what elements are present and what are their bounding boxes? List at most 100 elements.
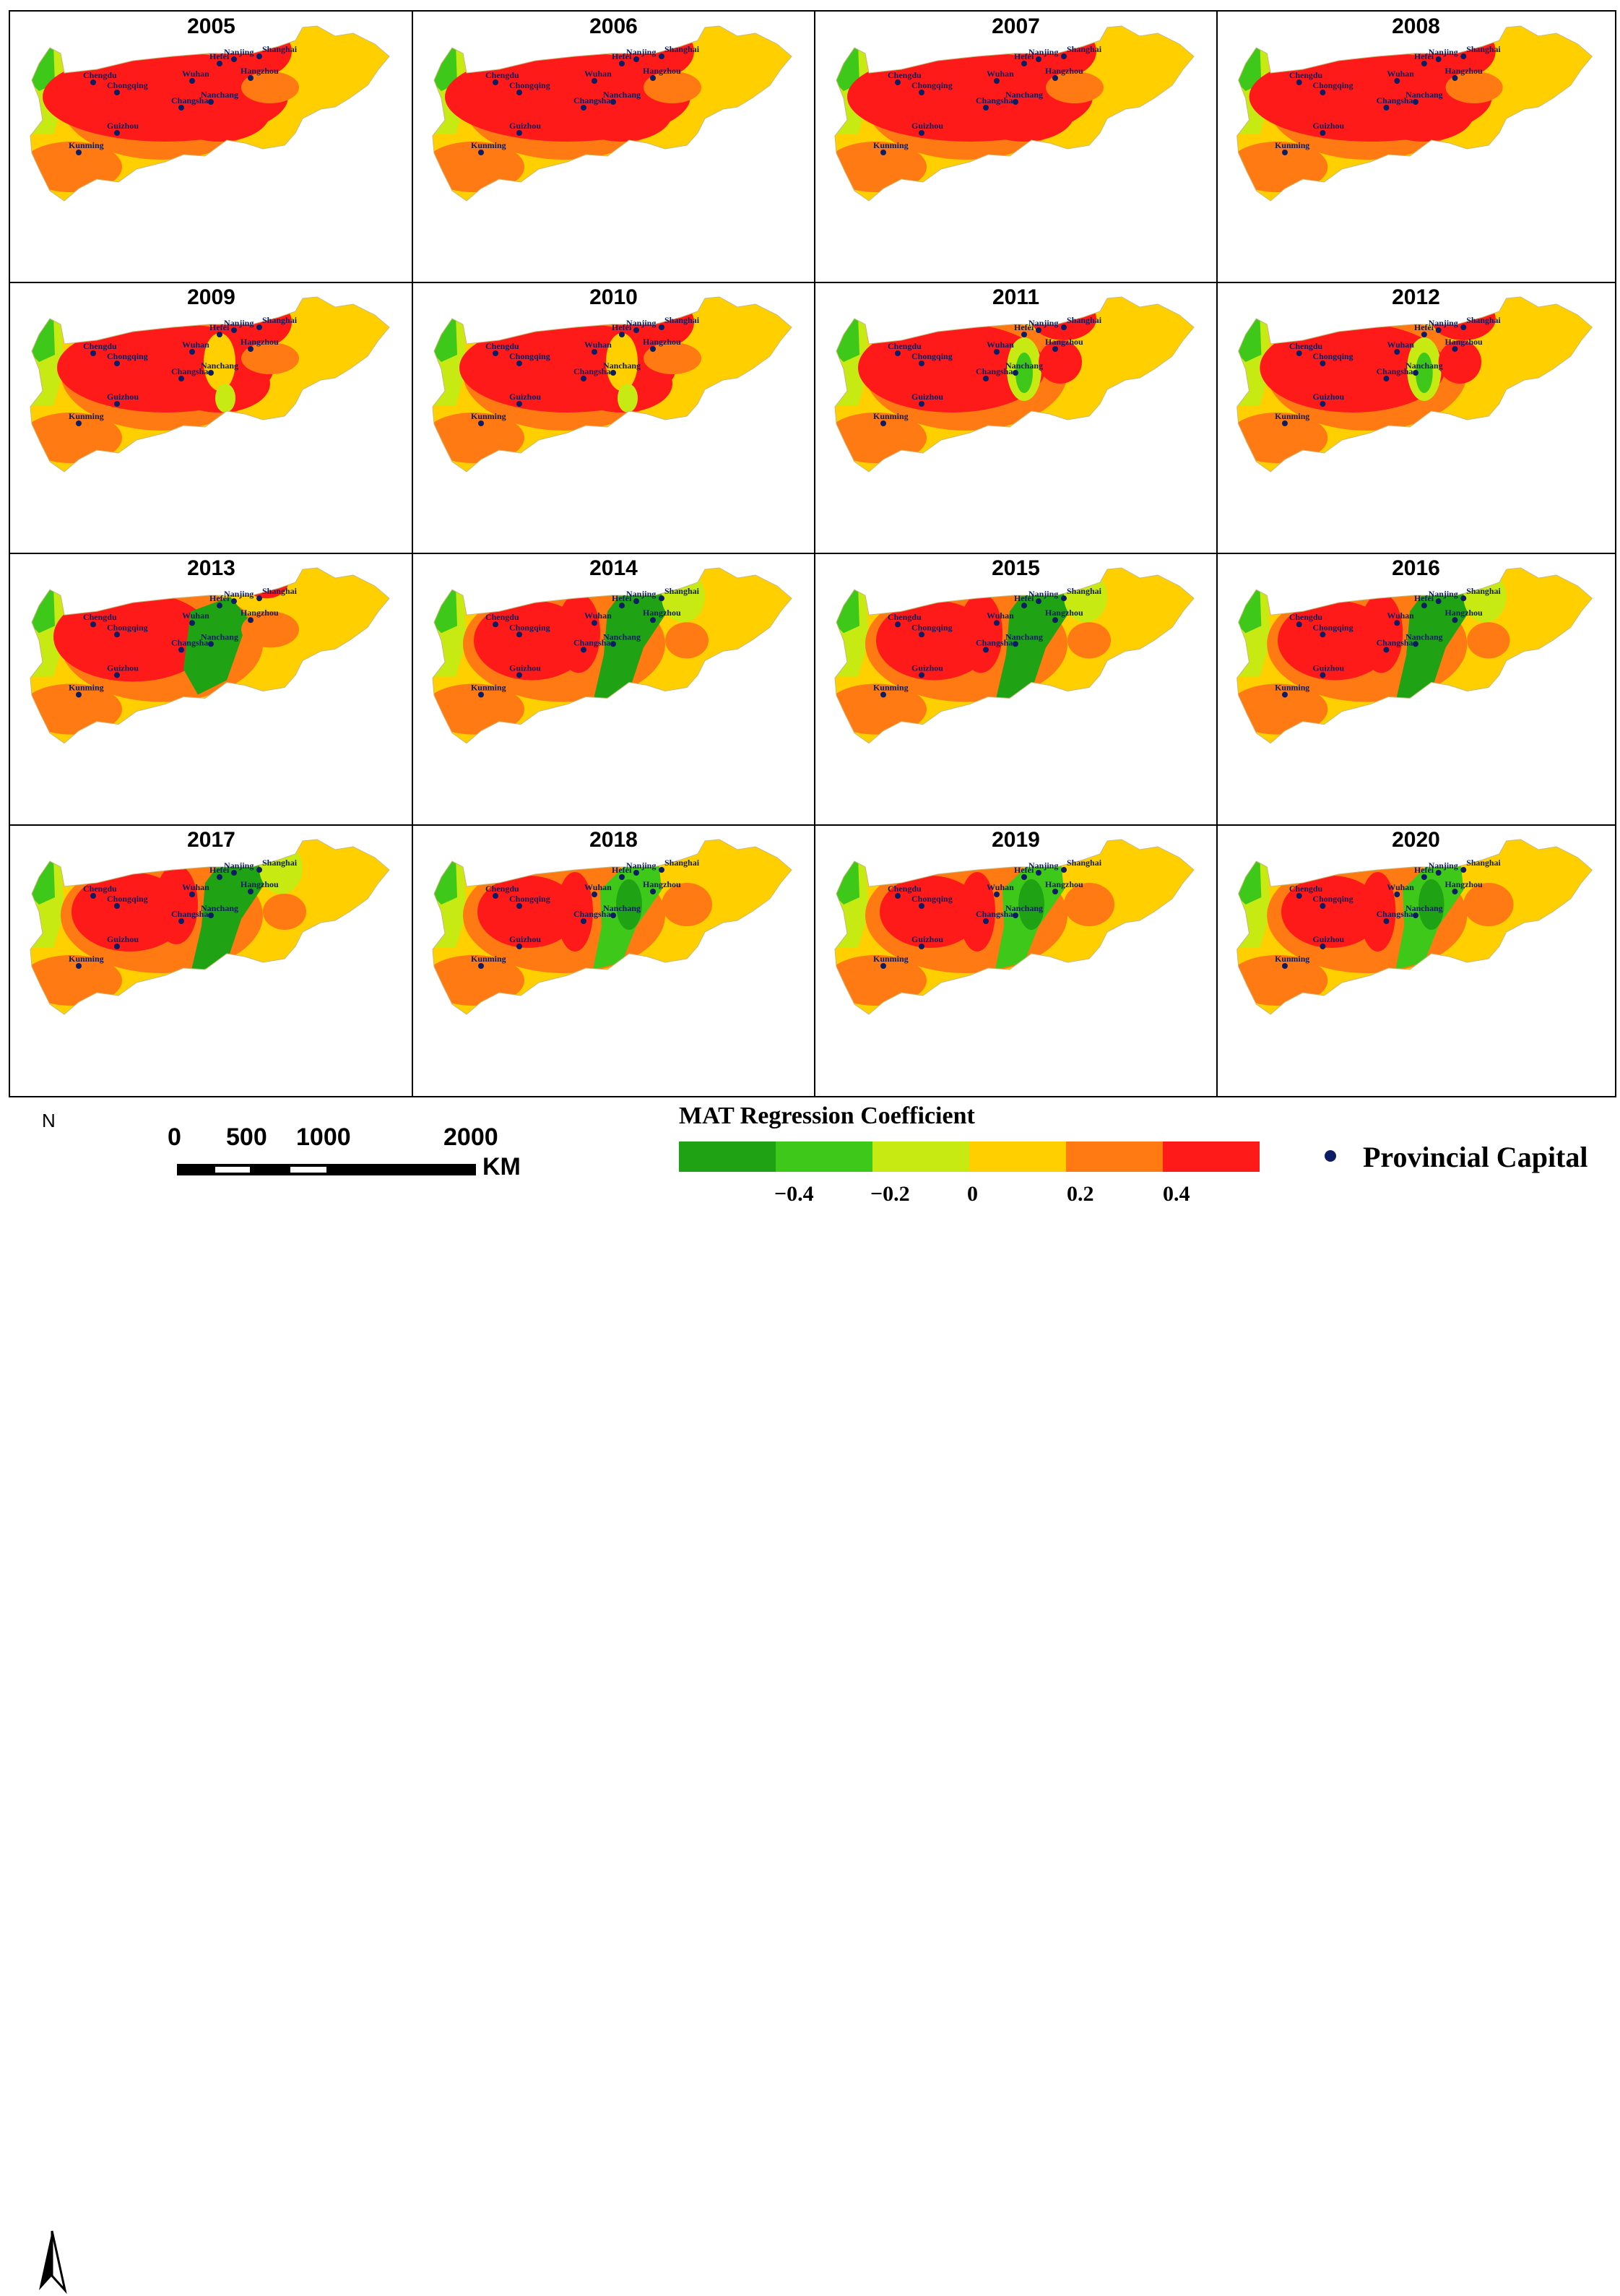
city-label-chongqing: Chongqing	[911, 80, 953, 90]
city-label-guizhou: Guizhou	[107, 392, 139, 402]
capital-marker-chongqing	[919, 903, 924, 909]
map-panel-2011: Chengdu Chongqing Guizhou Kunming Wuhan Chang…	[815, 282, 1217, 553]
capital-marker-wuhan	[189, 78, 195, 84]
map-panel-2017: Chengdu Chongqing Guizhou Kunming Wuhan Chang…	[10, 825, 412, 1096]
city-label-hefei: Hefei	[209, 865, 230, 875]
capital-marker-chengdu	[493, 350, 498, 356]
capital-marker-guizhou	[919, 130, 924, 136]
capital-marker-hangzhou	[1452, 617, 1458, 623]
city-label-hangzhou: Hangzhou	[1445, 608, 1483, 618]
city-label-hangzhou: Hangzhou	[241, 66, 279, 76]
city-label-changsha: Changsha	[171, 95, 208, 105]
capital-marker-nanjing	[1036, 870, 1041, 876]
capital-marker-chongqing	[114, 903, 120, 909]
capital-marker-nanjing	[231, 56, 237, 62]
capital-marker-nanchang	[1013, 370, 1018, 376]
capital-marker-kunming	[880, 691, 886, 698]
city-label-chongqing: Chongqing	[107, 622, 148, 632]
legend-tick-0: 0	[967, 1182, 978, 1206]
city-label-wuhan: Wuhan	[987, 340, 1014, 350]
map-panel-2015: Chengdu Chongqing Guizhou Kunming Wuhan Chang…	[815, 553, 1217, 825]
map-panel-2016: Chengdu Chongqing Guizhou Kunming Wuhan Chang…	[1217, 553, 1615, 825]
city-label-nanjing: Nanjing	[1429, 589, 1458, 599]
city-label-shanghai: Shanghai	[1067, 586, 1102, 596]
capital-marker-nanjing	[1435, 56, 1442, 62]
city-label-chongqing: Chongqing	[509, 80, 550, 90]
city-label-wuhan: Wuhan	[1387, 610, 1414, 621]
north-arrow-label: N	[42, 1110, 56, 1131]
capital-marker-hefei	[619, 332, 625, 337]
capital-marker-guizhou	[114, 401, 120, 407]
capital-marker-guizhou	[1320, 401, 1326, 407]
city-label-hefei: Hefei	[612, 593, 632, 603]
city-label-kunming: Kunming	[471, 682, 506, 692]
capital-marker-chongqing	[919, 90, 924, 95]
city-label-shanghai: Shanghai	[1466, 586, 1501, 596]
city-label-kunming: Kunming	[1275, 682, 1309, 692]
city-label-chongqing: Chongqing	[107, 351, 148, 361]
capital-marker-kunming	[478, 963, 484, 969]
city-label-chengdu: Chengdu	[1289, 612, 1322, 622]
capital-marker-guizhou	[114, 130, 120, 136]
scale-tick-1000: 1000	[296, 1123, 351, 1151]
capital-marker-hangzhou	[1052, 346, 1058, 352]
city-label-nanchang: Nanchang	[603, 90, 641, 100]
capital-marker-kunming	[478, 420, 484, 426]
city-label-wuhan: Wuhan	[182, 340, 209, 350]
capital-marker-kunming	[76, 963, 82, 969]
panel-year-2009: 2009	[187, 285, 235, 309]
city-label-chengdu: Chengdu	[888, 612, 922, 622]
capital-marker-shanghai	[1460, 595, 1467, 602]
city-label-hefei: Hefei	[1014, 51, 1034, 61]
capital-marker-nanchang	[610, 99, 616, 105]
city-label-kunming: Kunming	[69, 140, 104, 150]
city-label-chongqing: Chongqing	[1313, 351, 1353, 361]
city-label-kunming: Kunming	[873, 954, 909, 964]
capital-marker-wuhan	[994, 78, 1000, 84]
city-label-hangzhou: Hangzhou	[241, 879, 279, 889]
city-label-hefei: Hefei	[612, 51, 632, 61]
capital-marker-chongqing	[1320, 631, 1326, 638]
city-label-guizhou: Guizhou	[911, 934, 943, 944]
capital-marker-hangzhou	[248, 346, 254, 352]
capital-marker-changsha	[1383, 105, 1390, 111]
capital-marker-chengdu	[1296, 350, 1302, 356]
capital-marker-shanghai	[1061, 595, 1067, 602]
capital-marker-hangzhou	[1452, 75, 1458, 81]
city-label-shanghai: Shanghai	[664, 315, 700, 325]
capital-marker-changsha	[1383, 376, 1390, 381]
capital-marker-hangzhou	[1052, 617, 1058, 623]
city-label-nanjing: Nanjing	[224, 318, 254, 328]
capital-marker-hefei	[1021, 603, 1027, 609]
city-label-changsha: Changsha	[1377, 637, 1413, 647]
panel-year-2007: 2007	[992, 14, 1040, 38]
capital-marker-hangzhou	[650, 617, 656, 623]
capital-marker-nanchang	[208, 370, 214, 376]
city-label-guizhou: Guizhou	[911, 121, 943, 131]
panel-year-2013: 2013	[187, 556, 235, 580]
capital-marker-kunming	[1282, 150, 1288, 155]
capital-marker-kunming	[1282, 691, 1288, 698]
panel-year-2018: 2018	[589, 828, 638, 852]
capital-marker-nanjing	[231, 327, 237, 333]
map-panel-2013: Chengdu Chongqing Guizhou Kunming Wuhan Chang…	[10, 553, 412, 825]
capital-marker-guizhou	[1320, 944, 1326, 949]
panel-year-2011: 2011	[992, 285, 1040, 309]
capital-marker-kunming	[1282, 963, 1288, 969]
map-panel-2014: Chengdu Chongqing Guizhou Kunming Wuhan Chang…	[412, 553, 815, 825]
city-label-changsha: Changsha	[573, 95, 610, 105]
panel-year-2015: 2015	[992, 556, 1040, 580]
capital-marker-kunming	[880, 963, 886, 969]
scale-tick-0: 0	[168, 1123, 181, 1151]
capital-marker-chongqing	[919, 361, 924, 366]
city-label-shanghai: Shanghai	[262, 586, 298, 596]
capital-marker-hangzhou	[248, 75, 254, 81]
capital-marker-shanghai	[1460, 53, 1467, 59]
map-panel-2009: Chengdu Chongqing Guizhou Kunming Wuhan Chang…	[10, 282, 412, 553]
capital-marker-guizhou	[114, 944, 120, 949]
capital-marker-hangzhou	[650, 346, 656, 352]
capital-marker-chongqing	[1320, 90, 1326, 95]
capital-marker-wuhan	[1394, 349, 1400, 355]
